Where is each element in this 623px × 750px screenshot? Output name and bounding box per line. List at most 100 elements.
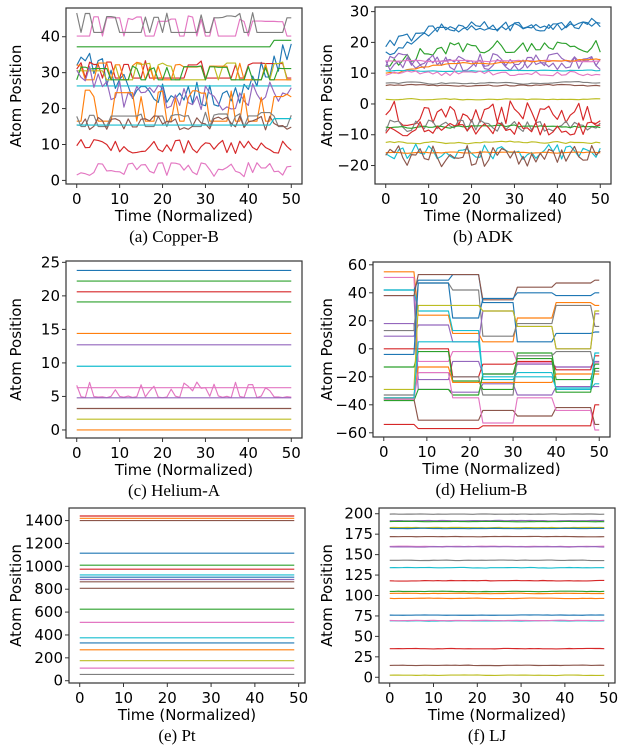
plot-frame	[372, 261, 611, 438]
y-axis-label: Atom Position	[7, 45, 25, 148]
series-line-atom-20	[385, 144, 601, 168]
y-tick-label: −40	[335, 396, 367, 414]
series-line-atom-15	[76, 139, 292, 155]
chart-helium-b: 0 10 20 30 40 50 −60 −40 −20 0 20 40 60 Time (Normali…	[318, 256, 611, 499]
y-tick-label: 0	[50, 171, 60, 189]
y-tick-label: −10	[337, 126, 369, 144]
y-tick-label: 40	[348, 284, 367, 302]
plot-frame	[378, 507, 616, 684]
y-tick-label: −20	[335, 368, 367, 386]
series-line-atom-12	[385, 98, 601, 101]
series-line-atom-10	[389, 566, 605, 569]
series-line-atom-16	[76, 162, 292, 178]
series-line-atom-13	[385, 100, 601, 127]
series-group	[385, 17, 601, 168]
series-line-atom-3	[383, 274, 600, 343]
y-tick-label: 40	[41, 28, 60, 46]
panel-lj: 0 10 20 30 40 50 0 25 50 75 100 125 150 175 200 Time (N…	[311, 500, 623, 750]
y-tick-label: 175	[344, 525, 373, 543]
series-group	[76, 12, 292, 178]
x-tick-label: 20	[462, 190, 481, 208]
chart-pt: 0 10 20 30 40 50 0 200 400 600 800 1000 1200 1400 Time…	[7, 507, 308, 745]
series-line-atom-3	[76, 39, 292, 48]
series-line-atom-20	[389, 674, 605, 677]
x-tick-label: 40	[239, 444, 258, 462]
series-line-atom-18	[383, 372, 600, 431]
series-group	[76, 269, 292, 431]
x-tick-label: 50	[590, 443, 609, 461]
y-tick-label: 0	[363, 668, 373, 686]
series-line-atom-16	[383, 358, 600, 402]
y-tick-label: 60	[348, 256, 367, 274]
y-tick-label: 0	[50, 421, 60, 439]
series-group	[79, 515, 295, 675]
y-tick-label: 200	[344, 505, 373, 523]
y-tick-label: 600	[34, 603, 63, 621]
x-tick-label: 30	[196, 444, 215, 462]
y-tick-label: 25	[41, 253, 60, 271]
series-line-atom-3	[385, 40, 601, 67]
series-line-atom-17	[385, 140, 601, 145]
y-tick-label: 800	[34, 580, 63, 598]
y-tick-label: 20	[41, 287, 60, 305]
y-tick-label: 1000	[25, 557, 63, 575]
panel-pt: 0 10 20 30 40 50 0 200 400 600 800 1000 1200 1400 Time…	[0, 500, 311, 750]
series-line-atom-2	[389, 519, 605, 522]
x-tick-label: 30	[505, 190, 524, 208]
subfigure-caption: (b) ADK	[453, 227, 514, 246]
x-tick-label: 40	[245, 689, 264, 707]
series-line-atom-18	[385, 143, 601, 160]
series-line-atom-10	[76, 65, 292, 111]
x-tick-label: 0	[381, 190, 391, 208]
series-line-atom-16	[385, 121, 601, 137]
series-line-atom-12	[383, 351, 600, 390]
x-axis-label: Time (Normalized)	[117, 706, 256, 724]
series-line-atom-9	[385, 70, 601, 77]
x-tick-label: 0	[379, 443, 389, 461]
y-tick-label: 0	[359, 95, 369, 113]
x-axis-label: Time (Normalized)	[114, 207, 253, 225]
panel-adk: 0 10 20 30 40 50 −20 −10 0 10 20 30 Time (Normalized…	[311, 0, 623, 250]
x-tick-label: 30	[503, 443, 522, 461]
y-tick-label: 400	[34, 626, 63, 644]
series-line-atom-15	[383, 366, 600, 399]
series-line-atom-11	[389, 579, 605, 582]
x-tick-label: 50	[289, 689, 308, 707]
y-tick-label: 150	[344, 546, 373, 564]
panel-helium-a: 0 10 20 30 40 50 0 5 10 15 20 25 Time (Normalized) At…	[0, 250, 311, 500]
y-tick-label: 20	[41, 100, 60, 118]
x-axis-label: Time (Normalized)	[427, 706, 566, 724]
series-line-atom-13	[383, 304, 600, 390]
series-line-atom-1	[385, 17, 601, 48]
y-tick-label: 1200	[25, 534, 63, 552]
series-line-atom-6	[383, 274, 600, 301]
series-line-atom-9	[389, 559, 605, 562]
series-line-atom-10	[383, 348, 600, 378]
series-line-atom-1	[76, 15, 292, 37]
x-tick-label: 10	[424, 689, 443, 707]
series-line-atom-12	[389, 590, 605, 593]
x-tick-label: 50	[599, 689, 618, 707]
x-tick-label: 10	[110, 444, 129, 462]
series-line-atom-5	[76, 60, 292, 79]
series-line-atom-8	[385, 69, 601, 72]
series-line-atom-14	[76, 118, 292, 126]
series-line-atom-15	[385, 124, 601, 129]
series-line-atom-12	[76, 111, 292, 128]
series-line-atom-9	[76, 381, 292, 399]
x-tick-label: 0	[385, 689, 395, 707]
x-tick-label: 20	[153, 190, 172, 208]
y-tick-label: 100	[344, 587, 373, 605]
series-line-atom-20	[383, 341, 600, 399]
x-tick-label: 20	[158, 689, 177, 707]
subfigure-caption: (f) LJ	[468, 726, 507, 745]
x-tick-label: 40	[555, 689, 574, 707]
y-axis-label: Atom Position	[7, 298, 25, 401]
chart-lj: 0 10 20 30 40 50 0 25 50 75 100 125 150 175 200 Time (N…	[318, 505, 618, 745]
series-line-atom-17	[383, 398, 600, 425]
plot-frame	[65, 260, 303, 439]
series-group	[389, 513, 605, 677]
x-tick-label: 40	[239, 190, 258, 208]
